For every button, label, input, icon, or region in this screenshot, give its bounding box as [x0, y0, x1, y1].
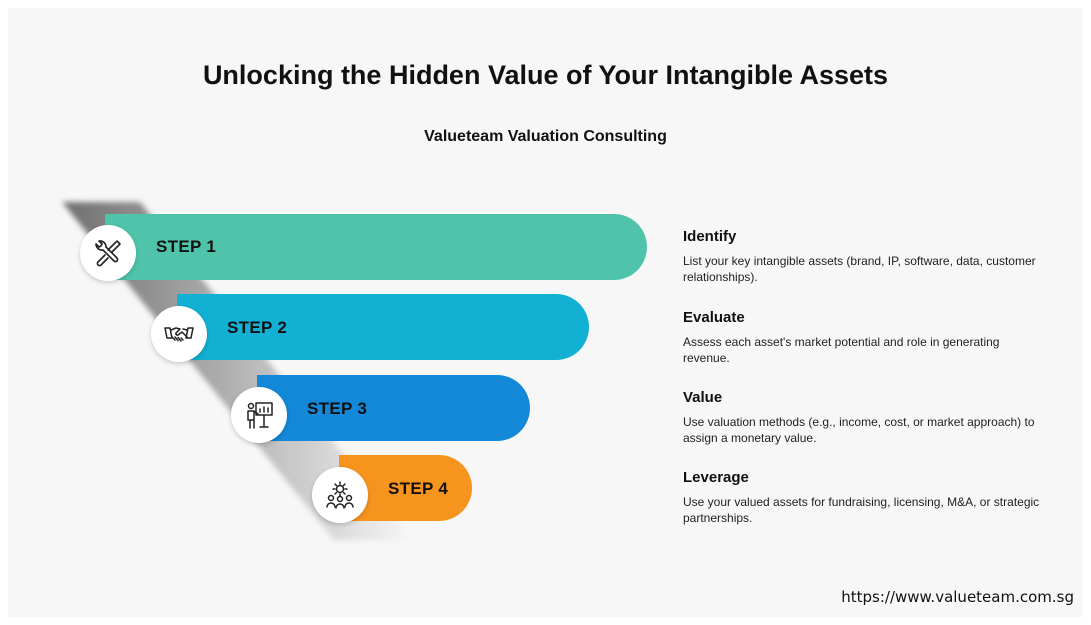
step-4-text: Use your valued assets for fundraising, … [683, 495, 1040, 525]
step-3-icon-circle [231, 387, 287, 443]
step-1-text: List your key intangible assets (brand, … [683, 254, 1036, 284]
step-1-heading: Identify [683, 228, 737, 245]
step-2-bar [177, 294, 589, 360]
step-1-description: Identify List your key intangible assets… [683, 228, 1043, 285]
step-4-label: STEP 4 [388, 479, 449, 498]
step-3-description: Value Use valuation methods (e.g., incom… [683, 389, 1043, 446]
team-gear-icon [326, 481, 354, 509]
website-url: https://www.valueteam.com.sg [841, 588, 1074, 606]
tools-icon [95, 240, 121, 267]
step-2-icon-circle [151, 306, 207, 362]
handshake-icon [164, 327, 194, 342]
step-1-label: STEP 1 [156, 237, 217, 256]
step-4-icon-circle [312, 467, 368, 523]
step-1-icon-circle [80, 225, 136, 281]
step-4-description: Leverage Use your valued assets for fund… [683, 469, 1043, 526]
step-4-heading: Leverage [683, 469, 749, 486]
step-3-text: Use valuation methods (e.g., income, cos… [683, 415, 1035, 445]
step-2-text: Assess each asset's market potential and… [683, 335, 1000, 365]
step-1-bar [105, 214, 647, 280]
step-2-description: Evaluate Assess each asset's market pote… [683, 309, 1043, 366]
step-2-heading: Evaluate [683, 309, 745, 326]
page-title: Unlocking the Hidden Value of Your Intan… [202, 60, 889, 90]
step-3-label: STEP 3 [307, 399, 368, 418]
step-3-heading: Value [683, 389, 723, 406]
step-3-bar [257, 375, 530, 441]
presentation-icon [247, 402, 273, 429]
step-2-label: STEP 2 [227, 318, 288, 337]
page-subtitle: Valueteam Valuation Consulting [424, 128, 667, 145]
